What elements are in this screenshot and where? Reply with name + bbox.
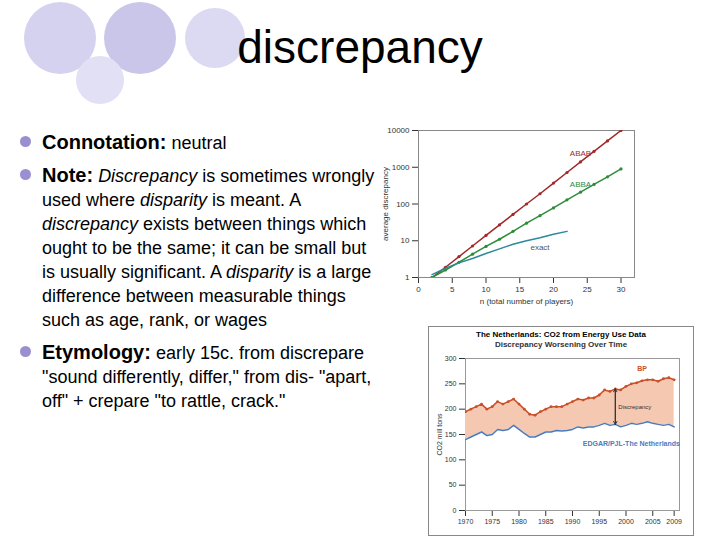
html-text:The Netherlands: CO2 from Ener: The Netherlands: CO2 from Energy Use Dat… bbox=[476, 330, 646, 339]
html-text:Etymology: early 15c. from dis: Etymology: early 15c. from discrepare "s… bbox=[42, 341, 372, 411]
svg-text:5: 5 bbox=[450, 285, 455, 294]
svg-text:0: 0 bbox=[416, 285, 421, 294]
svg-text:250: 250 bbox=[445, 380, 457, 387]
html-text:discrepancy exists between thi: discrepancy exists between things which … bbox=[42, 214, 372, 330]
svg-text:300: 300 bbox=[445, 355, 457, 362]
svg-text:exact: exact bbox=[530, 243, 550, 252]
svg-text:50: 50 bbox=[449, 481, 457, 488]
svg-text:Discrepancy: Discrepancy bbox=[618, 404, 651, 410]
svg-text:10: 10 bbox=[482, 285, 491, 294]
svg-text:30: 30 bbox=[617, 285, 626, 294]
html-text:Connotation: neutral: Connotation: neutral bbox=[42, 131, 227, 153]
svg-text:2000: 2000 bbox=[618, 518, 634, 525]
svg-text:1970: 1970 bbox=[458, 518, 474, 525]
svg-text:1980: 1980 bbox=[511, 518, 527, 525]
svg-text:EDGAR/PJL-The Netherlands: EDGAR/PJL-The Netherlands bbox=[583, 440, 680, 447]
svg-text:100: 100 bbox=[445, 456, 457, 463]
svg-text:2009: 2009 bbox=[666, 518, 682, 525]
svg-text:20: 20 bbox=[549, 285, 558, 294]
svg-text:average discrepancy: average discrepancy bbox=[381, 167, 390, 241]
html-text:discrepancy: discrepancy bbox=[237, 21, 483, 73]
svg-text:n (total number of players): n (total number of players) bbox=[480, 297, 574, 306]
html-text:Note: Discrepancy is sometimes: Note: Discrepancy is sometimes wrongly u… bbox=[42, 164, 375, 210]
svg-text:1975: 1975 bbox=[484, 518, 500, 525]
svg-text:15: 15 bbox=[515, 285, 524, 294]
svg-text:1995: 1995 bbox=[591, 518, 607, 525]
svg-text:1985: 1985 bbox=[538, 518, 554, 525]
svg-text:ABBA: ABBA bbox=[570, 180, 592, 189]
svg-text:BP: BP bbox=[637, 365, 647, 372]
svg-text:10: 10 bbox=[401, 236, 410, 245]
svg-text:0: 0 bbox=[453, 507, 457, 514]
svg-text:100: 100 bbox=[396, 200, 410, 209]
svg-text:2005: 2005 bbox=[645, 518, 661, 525]
svg-text:10000: 10000 bbox=[387, 126, 410, 135]
svg-text:1990: 1990 bbox=[565, 518, 581, 525]
html-text:Discrepancy Worsening Over Tim: Discrepancy Worsening Over Time bbox=[494, 340, 628, 349]
svg-text:1000: 1000 bbox=[392, 163, 410, 172]
svg-text:1: 1 bbox=[405, 273, 410, 282]
svg-text:150: 150 bbox=[445, 431, 457, 438]
svg-text:200: 200 bbox=[445, 405, 457, 412]
svg-text:25: 25 bbox=[583, 285, 592, 294]
svg-text:ABAB: ABAB bbox=[570, 149, 591, 158]
svg-text:CO2 mill tons: CO2 mill tons bbox=[436, 413, 443, 456]
